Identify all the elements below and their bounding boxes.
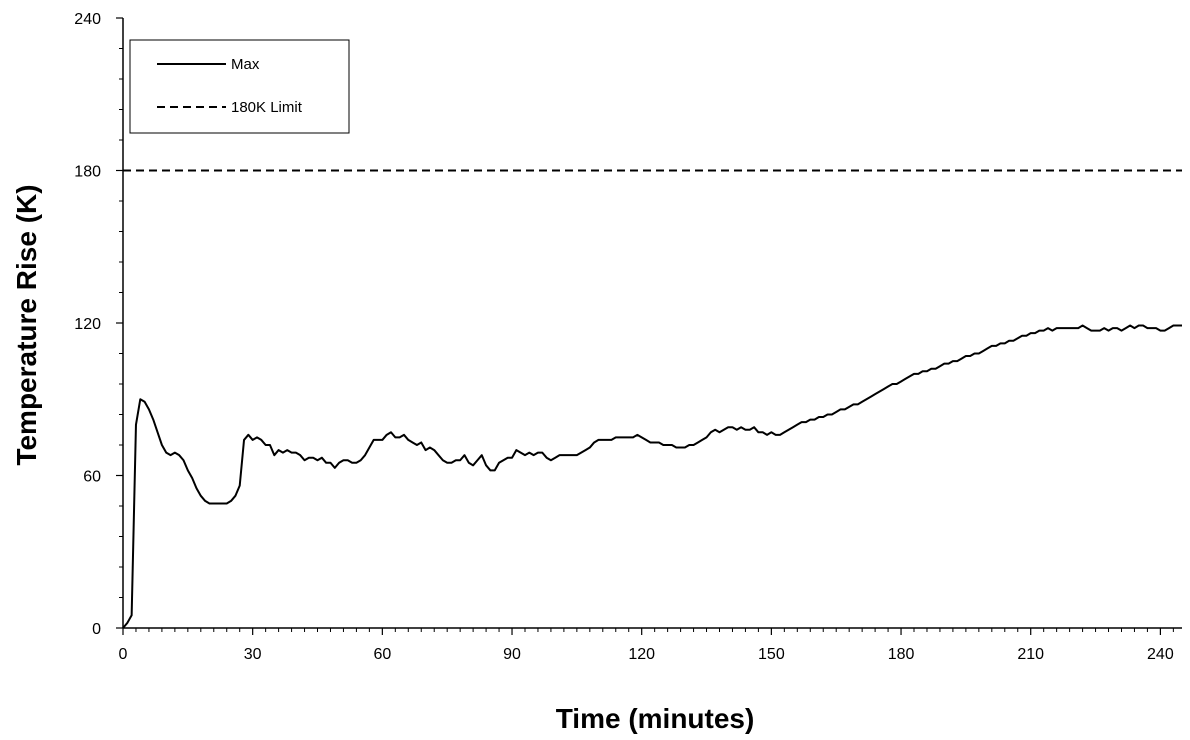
x-axis-title: Time (minutes) bbox=[556, 703, 755, 734]
y-tick-label: 180 bbox=[74, 164, 101, 181]
x-tick-label: 60 bbox=[373, 646, 391, 663]
y-tick-label: 240 bbox=[74, 11, 101, 28]
x-tick-label: 210 bbox=[1017, 646, 1044, 663]
legend: Max 180K Limit bbox=[129, 39, 350, 134]
y-axis-title: Temperature Rise (K) bbox=[11, 184, 42, 465]
x-tick-label: 120 bbox=[628, 646, 655, 663]
y-tick-label: 0 bbox=[92, 621, 101, 638]
series-line-max bbox=[122, 324, 1182, 629]
x-tick-label: 30 bbox=[244, 646, 262, 663]
y-tick-label: 120 bbox=[74, 316, 101, 333]
x-tick-label: 150 bbox=[758, 646, 785, 663]
legend-label: 180K Limit bbox=[231, 99, 303, 116]
x-tick-label: 240 bbox=[1147, 646, 1174, 663]
x-tick-label: 90 bbox=[503, 646, 521, 663]
axis-ticks: 0 30 60 90 120 150 180 210 240 0 60 120 180 240 bbox=[74, 11, 1174, 663]
x-tick-label: 0 bbox=[119, 646, 128, 663]
y-tick-label: 60 bbox=[83, 469, 101, 486]
x-tick-label: 180 bbox=[888, 646, 915, 663]
series-lines bbox=[122, 169, 1182, 629]
legend-label: Max bbox=[231, 56, 260, 73]
legend-box bbox=[129, 39, 350, 134]
